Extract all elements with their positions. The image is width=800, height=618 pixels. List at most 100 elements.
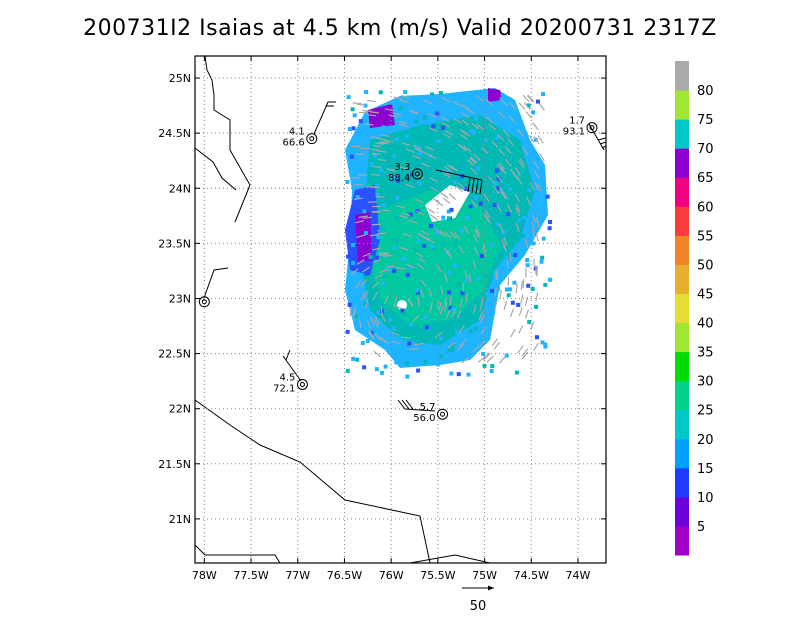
wind-arrow xyxy=(509,102,517,110)
colorbar-label: 55 xyxy=(697,229,714,244)
wind-arrow xyxy=(473,246,479,256)
echo-pixel xyxy=(446,104,451,109)
wind-arrow xyxy=(390,331,400,336)
wind-arrow xyxy=(478,311,484,320)
echo-pixel xyxy=(345,368,350,373)
wind-arrow xyxy=(491,338,499,347)
echo-pixel xyxy=(460,291,465,296)
scale-vector: 50 xyxy=(462,585,494,614)
echo-pixel xyxy=(517,116,522,121)
coastline-island xyxy=(409,554,491,563)
colorbar-swatch xyxy=(675,148,689,178)
wind-arrow xyxy=(377,158,387,162)
wind-arrow xyxy=(425,145,434,151)
wind-arrow xyxy=(484,210,491,219)
wind-arrow xyxy=(471,200,478,208)
lon-label: 78W xyxy=(192,569,217,582)
echo-pixel xyxy=(383,364,388,369)
echo-pixel xyxy=(376,310,381,315)
station-dot xyxy=(440,411,446,417)
echo-pixel xyxy=(359,136,364,141)
colorbar-label: 10 xyxy=(697,491,714,506)
wind-arrow xyxy=(512,171,519,180)
wind-arrow xyxy=(400,94,410,99)
echo-pixel xyxy=(399,106,404,111)
wind-arrow xyxy=(475,123,484,130)
colorbar-label: 50 xyxy=(697,258,714,273)
echo-pixel xyxy=(398,336,403,341)
echo-pixel xyxy=(543,344,548,349)
wind-arrow xyxy=(414,342,424,346)
wind-arrow xyxy=(429,301,433,311)
wind-arrow xyxy=(482,243,487,253)
wind-arrow xyxy=(453,231,461,240)
wind-arrow xyxy=(429,127,438,133)
echo-pixel xyxy=(423,359,428,364)
wind-arrow xyxy=(518,102,526,110)
barb-a xyxy=(313,101,336,135)
echo-pixel xyxy=(416,368,421,373)
station-dot xyxy=(414,171,420,177)
wind-arrow xyxy=(526,196,531,206)
colorbar-label: 80 xyxy=(697,84,714,99)
wind-arrow xyxy=(466,159,475,167)
wind-arrow xyxy=(374,333,382,341)
echo-pixel xyxy=(392,245,397,250)
wind-arrow xyxy=(414,147,424,153)
wind-arrow xyxy=(371,223,381,226)
station-value-2: 88.4 xyxy=(388,173,410,184)
echo-pixel xyxy=(345,329,350,334)
echo-pixel xyxy=(465,183,470,188)
echo-pixel xyxy=(446,209,451,214)
station-circle xyxy=(198,296,210,308)
wind-arrow xyxy=(476,95,484,102)
colorbar-label: 25 xyxy=(697,404,714,419)
wind-arrow xyxy=(515,283,518,294)
echo-pixel xyxy=(362,130,367,135)
echo-pixel xyxy=(527,188,532,193)
wind-arrow xyxy=(520,294,524,304)
wind-arrow xyxy=(500,98,508,106)
wind-arrow xyxy=(459,339,467,347)
echo-pixel xyxy=(416,238,421,243)
station-value-2: 72.1 xyxy=(273,383,295,394)
wind-arrow xyxy=(372,291,378,301)
wind-arrow xyxy=(372,281,381,288)
echo-gap xyxy=(425,185,470,222)
echo-pixel xyxy=(436,139,441,144)
wind-arrow xyxy=(482,352,491,360)
wind-arrow xyxy=(380,134,390,137)
wind-arrow xyxy=(442,132,452,139)
echo-pixel xyxy=(499,97,504,102)
echo-pixel xyxy=(476,166,481,171)
wind-arrow xyxy=(399,166,409,170)
wind-arrow xyxy=(519,157,526,167)
wind-arrow xyxy=(444,129,454,136)
echo-pixel xyxy=(350,107,355,112)
wind-arrow xyxy=(488,123,496,131)
wind-arrow xyxy=(496,174,503,183)
lon-label: 75W xyxy=(472,569,497,582)
echo-pixel xyxy=(514,109,519,114)
wind-arrow xyxy=(429,214,438,221)
echo-pixel xyxy=(535,335,540,340)
echo-pixel xyxy=(417,113,422,118)
lon-label: 76W xyxy=(379,569,404,582)
colorbar-swatch xyxy=(675,438,689,469)
echo-pixel xyxy=(378,90,383,95)
wind-arrow xyxy=(409,348,419,350)
echo-pixel xyxy=(408,265,413,270)
wind-arrow xyxy=(364,123,374,126)
wind-arrow xyxy=(465,107,474,114)
echo-pixel xyxy=(380,282,385,287)
wind-arrow xyxy=(418,257,427,264)
echo-pixel xyxy=(494,119,499,124)
wind-arrow xyxy=(449,295,452,305)
wind-arrow xyxy=(482,353,491,361)
lat-label: 21N xyxy=(169,513,191,526)
echo-pixel xyxy=(394,360,399,365)
echo-pixel xyxy=(429,223,434,228)
echo-pixel xyxy=(525,257,530,262)
echo-pixel xyxy=(351,126,356,131)
echo-pixel xyxy=(508,187,513,192)
